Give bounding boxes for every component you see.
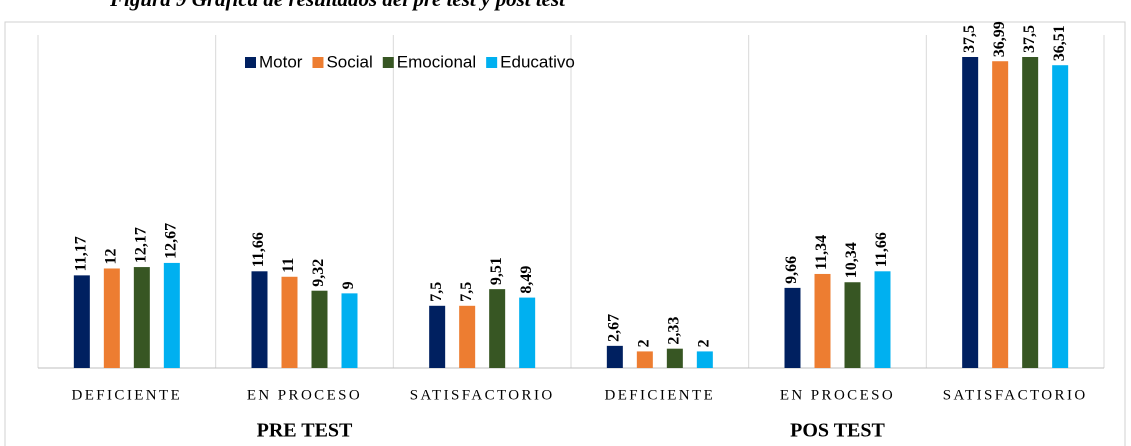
data-label: 11,34 (813, 235, 830, 270)
data-label: 37,5 (1021, 25, 1038, 53)
bar (666, 348, 683, 368)
data-label: 11 (280, 258, 297, 273)
data-label: 9,32 (310, 259, 327, 287)
legend-swatch (312, 57, 324, 68)
legend-label: Emocional (397, 52, 476, 71)
legend-label: Motor (259, 52, 303, 71)
bar (429, 305, 446, 368)
bar (311, 290, 328, 368)
data-label: 2,33 (666, 317, 683, 345)
data-label: 10,34 (843, 242, 860, 278)
data-label: 12 (103, 248, 120, 264)
data-label: 9,66 (783, 256, 800, 284)
legend-swatch (245, 57, 256, 68)
chart-title: Figura 9 Gráfica de resultados del pre t… (109, 0, 566, 11)
bar (874, 271, 891, 368)
bar (992, 61, 1009, 368)
bar (1052, 65, 1069, 369)
group-label: POS TEST (790, 420, 885, 442)
data-label: 36,51 (1051, 25, 1068, 61)
data-label: 36,99 (991, 21, 1008, 57)
bar (281, 276, 298, 368)
legend-label: Educativo (500, 52, 575, 71)
bar (103, 268, 120, 368)
bar (133, 267, 150, 368)
data-label: 7,5 (458, 282, 475, 302)
group-label: PRE TEST (257, 420, 353, 442)
data-label: 12,67 (163, 223, 180, 259)
chart-border (4, 21, 1126, 446)
bar (962, 57, 979, 368)
data-label: 11,66 (873, 232, 890, 267)
legend-swatch (486, 57, 498, 68)
data-label: 8,49 (518, 266, 535, 294)
x-tick-label: SATISFACTORIO (410, 387, 555, 403)
data-label: 12,17 (133, 227, 150, 263)
data-label: 9,51 (488, 257, 505, 285)
data-label: 11,17 (73, 236, 90, 271)
bar (696, 351, 713, 368)
bar (636, 351, 653, 368)
legend-swatch (382, 57, 394, 68)
data-label: 2 (696, 339, 713, 347)
bar (73, 275, 90, 368)
x-tick-label: EN PROCESO (780, 387, 895, 403)
bar (459, 305, 476, 368)
data-label: 9 (340, 281, 357, 289)
bar (844, 282, 861, 368)
bar (606, 345, 623, 368)
data-label: 2 (636, 339, 653, 347)
bar (489, 289, 506, 368)
bar (163, 262, 180, 368)
x-tick-label: DEFICIENTE (72, 387, 183, 403)
legend-label: Social (326, 52, 372, 71)
bar (784, 287, 801, 368)
x-tick-label: EN PROCESO (247, 387, 362, 403)
x-tick-label: SATISFACTORIO (943, 387, 1088, 403)
bar (251, 271, 268, 368)
data-label: 2,67 (606, 314, 623, 342)
data-label: 37,5 (961, 25, 978, 53)
bar (341, 293, 358, 368)
x-tick-label: DEFICIENTE (605, 387, 716, 403)
bar (1022, 57, 1039, 368)
bar (814, 273, 831, 368)
bar (519, 297, 536, 368)
data-label: 7,5 (428, 282, 445, 302)
data-label: 11,66 (250, 232, 267, 267)
